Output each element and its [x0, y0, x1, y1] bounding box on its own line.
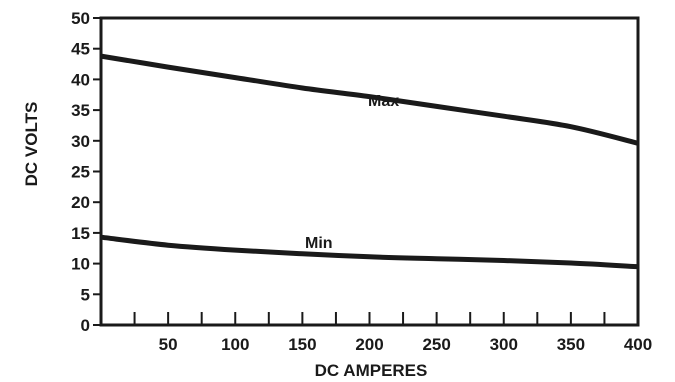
series-lines — [100, 53, 639, 270]
x-tick-label: 200 — [355, 335, 383, 354]
x-tick-label: 100 — [221, 335, 249, 354]
y-tick-label: 25 — [71, 163, 90, 182]
tick-marks — [93, 17, 639, 326]
y-tick-label: 15 — [71, 224, 90, 243]
y-tick-label: 35 — [71, 101, 90, 120]
y-tick-label: 5 — [81, 285, 90, 304]
x-tick-label: 400 — [624, 335, 652, 354]
plot-frame — [99, 16, 640, 327]
y-tick-label: 10 — [71, 255, 90, 274]
x-tick-label: 50 — [159, 335, 178, 354]
tick-labels: 0 5 10 15 20 25 30 35 40 45 50 50 100 150 200 250 300 350… — [71, 9, 652, 354]
y-tick-label: 0 — [81, 316, 90, 335]
x-tick-label: 150 — [288, 335, 316, 354]
y-axis-title: DC VOLTS — [22, 102, 41, 187]
series-line-min — [100, 234, 639, 270]
y-tick-label: 50 — [71, 9, 90, 28]
x-tick-label: 350 — [557, 335, 585, 354]
y-tick-label: 45 — [71, 40, 90, 59]
x-tick-label: 250 — [422, 335, 450, 354]
series-line-max — [100, 53, 639, 146]
series-label-max: Max — [368, 93, 399, 110]
series-label-min: Min — [305, 235, 333, 252]
y-tick-label: 40 — [71, 70, 90, 89]
x-tick-label: 300 — [490, 335, 518, 354]
y-tick-label: 30 — [71, 132, 90, 151]
x-axis-title: DC AMPERES — [315, 361, 428, 380]
y-tick-label: 20 — [71, 193, 90, 212]
